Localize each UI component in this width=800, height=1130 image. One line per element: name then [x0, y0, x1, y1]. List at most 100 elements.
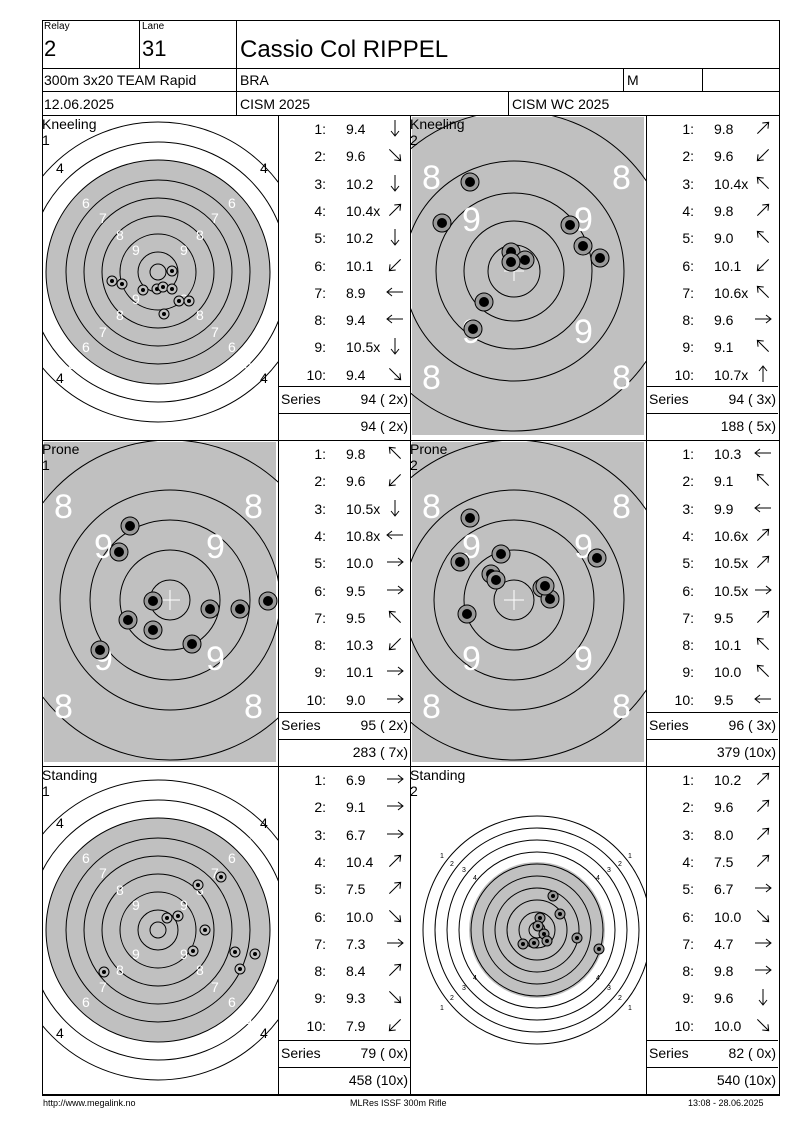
shot-score: 10.6x — [714, 284, 749, 301]
direction-arrow-icon — [752, 1016, 774, 1034]
series-divider — [278, 386, 410, 387]
shot-hole — [143, 591, 163, 611]
shot-score: 10.0 — [714, 908, 742, 925]
stage-title: Prone 2 — [410, 441, 448, 473]
direction-arrow-icon — [752, 553, 774, 571]
shot-hole — [460, 508, 480, 528]
header-divider — [236, 20, 237, 116]
shot-score: 8.0 — [714, 826, 734, 843]
shot-number: 1: — [314, 446, 326, 462]
shot-number: 7: — [314, 609, 326, 626]
direction-arrow-icon — [752, 174, 774, 192]
target-ring — [42, 799, 278, 1061]
ring-number: 1 — [628, 1005, 632, 1012]
target-ring — [65, 837, 251, 1023]
ring-number: 7 — [211, 979, 219, 995]
shot-row: 3: 9.9 — [648, 501, 780, 528]
ring-number: 5 — [244, 180, 252, 196]
direction-arrow-icon — [752, 690, 774, 708]
ring-number: 3 — [607, 867, 611, 874]
row-divider — [42, 766, 780, 767]
shot-hole — [98, 966, 110, 978]
direction-arrow-icon — [752, 879, 774, 897]
shot-row: 2: 9.6 — [648, 799, 780, 826]
direction-arrow-icon — [384, 310, 406, 328]
shot-score: 7.5 — [714, 853, 734, 870]
shot-hole — [234, 963, 246, 975]
shot-row: 8: 8.4 — [280, 963, 412, 990]
stage-title: Prone 1 — [42, 441, 80, 473]
direction-arrow-icon — [752, 825, 774, 843]
shot-number: 6: — [314, 908, 326, 925]
shot-row: 2: 9.6 — [280, 148, 412, 175]
shot-hole — [229, 946, 241, 958]
shot-number: 6: — [682, 257, 694, 274]
target-diagram: 444455556666777788889999 — [42, 779, 278, 1081]
ring-number: 2 — [618, 861, 622, 868]
shot-row: 7: 7.3 — [280, 936, 412, 963]
shot-row: 6: 10.1 — [280, 258, 412, 285]
shot-hole — [143, 620, 163, 640]
series-score: 94 ( 2x) — [360, 391, 408, 407]
shot-score: 8.4 — [346, 963, 366, 980]
shot-hole — [90, 640, 110, 660]
direction-arrow-icon — [752, 852, 774, 870]
shot-score: 9.8 — [714, 202, 734, 219]
shot-number: 4: — [682, 853, 694, 870]
shot-score: 10.5x — [346, 339, 381, 356]
ring-number: 3 — [462, 867, 466, 874]
ring-number: 7 — [99, 979, 107, 995]
shot-hole — [460, 172, 480, 192]
header-divider — [42, 115, 780, 116]
relay-label: Relay — [44, 21, 70, 32]
shot-score: 9.5 — [346, 582, 366, 599]
shot-hole — [258, 591, 278, 611]
shot-row: 10: 9.4 — [280, 367, 412, 394]
shot-row: 7: 8.9 — [280, 285, 412, 312]
target-ring — [410, 160, 625, 382]
stage-title: Kneeling 2 — [410, 116, 465, 148]
direction-arrow-icon — [384, 526, 406, 544]
direction-arrow-icon — [752, 988, 774, 1007]
series-divider — [646, 413, 778, 414]
target-ring — [149, 921, 167, 939]
shot-score: 10.1 — [346, 664, 374, 681]
shot-number: 9: — [682, 990, 694, 1007]
target-ring — [101, 215, 215, 329]
shot-row: 8: 9.4 — [280, 312, 412, 339]
shot-score: 9.6 — [714, 990, 734, 1007]
target-black-area — [46, 160, 270, 384]
shot-hole — [517, 938, 529, 950]
shot-row: 3: 10.5x — [280, 499, 412, 528]
shot-score: 10.2 — [714, 772, 742, 788]
shot-score: 7.5 — [346, 881, 366, 898]
shot-row: 1: 9.8 — [280, 446, 412, 473]
shot-row: 7: 10.6x — [648, 285, 780, 312]
shot-score: 9.6 — [346, 148, 366, 165]
shot-number: 4: — [682, 527, 694, 544]
shot-score: 9.6 — [346, 473, 366, 490]
direction-arrow-icon — [384, 119, 406, 137]
cumulative-total: 458 (10x) — [348, 1072, 408, 1088]
shot-score: 10.0 — [346, 908, 374, 925]
target-ring — [65, 179, 251, 365]
shot-number: 7: — [314, 935, 326, 952]
date: 12.06.2025 — [44, 96, 115, 112]
shot-score: 9.1 — [714, 339, 734, 356]
shot-score: 10.5x — [714, 555, 749, 572]
direction-arrow-icon — [384, 499, 406, 517]
ring-number: 8 — [54, 488, 73, 526]
shot-hole — [541, 935, 553, 947]
shot-number: 1: — [314, 121, 326, 137]
shot-number: 6: — [682, 908, 694, 925]
shot-score: 10.6x — [714, 527, 749, 544]
target-ring — [410, 440, 646, 761]
shot-row: 10: 10.7x — [648, 364, 780, 394]
shot-number: 4: — [314, 202, 326, 219]
shot-score: 9.9 — [714, 500, 734, 517]
shot-row: 9: 9.6 — [648, 988, 780, 1017]
target-black-area — [412, 442, 644, 762]
shot-number: 1: — [682, 121, 694, 137]
target-ring — [45, 159, 271, 385]
shot-row: 6: 10.0 — [280, 909, 412, 936]
